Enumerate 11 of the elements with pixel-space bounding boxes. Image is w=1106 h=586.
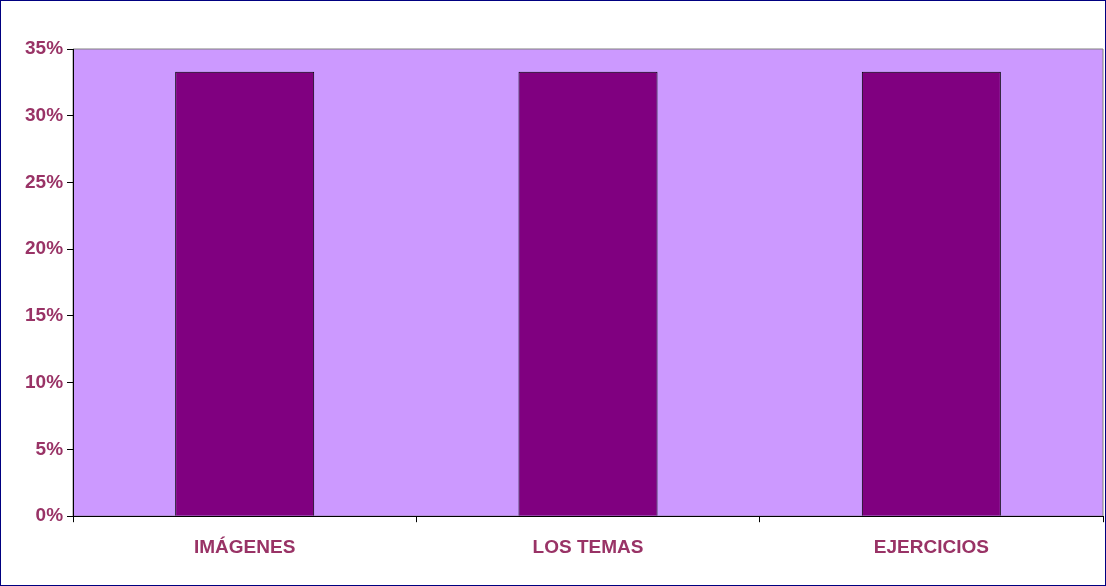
y-tick-label: 30% <box>25 103 64 125</box>
y-tick-label: 35% <box>25 37 64 59</box>
x-tick-label: IMÁGENES <box>194 535 296 557</box>
y-tick-label: 0% <box>35 504 64 526</box>
y-tick-label: 25% <box>25 170 64 192</box>
y-tick-label: 10% <box>25 370 64 392</box>
y-tick-label: 15% <box>25 304 64 326</box>
x-tick-label: EJERCICIOS <box>873 535 989 557</box>
y-tick-label: 5% <box>35 437 64 459</box>
x-tick-label: LOS TEMAS <box>532 535 644 557</box>
y-tick-label: 20% <box>25 237 64 259</box>
